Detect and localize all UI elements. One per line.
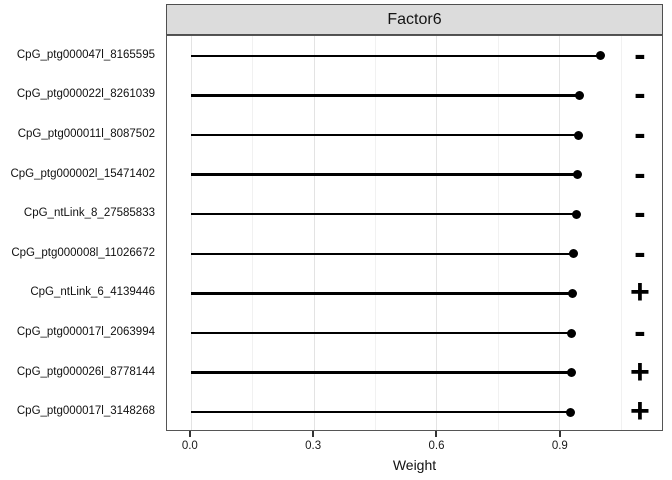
lollipop-stem	[190, 173, 578, 176]
y-axis-label: CpG_ptg000026l_8778144	[16, 365, 155, 378]
y-axis-label: CpG_ptg000017l_3148268	[16, 405, 155, 418]
major-gridline	[559, 36, 561, 430]
y-axis-label: CpG_ptg000017l_2063994	[16, 326, 155, 338]
x-tick-label: 0.9	[551, 440, 568, 452]
x-tick-mark	[435, 431, 438, 437]
lollipop-stem	[190, 371, 572, 374]
sign-label: -	[634, 233, 646, 272]
facet-strip: Factor6	[166, 4, 663, 35]
sign-label: -	[634, 194, 646, 233]
lollipop-dot	[575, 90, 585, 100]
x-axis: 0.0 0.3 0.6 0.9	[166, 431, 663, 461]
x-tick-mark	[312, 431, 315, 437]
major-gridline	[190, 36, 192, 430]
lollipop-stem	[190, 252, 574, 256]
plot-panel: - - - - - - + - + +	[166, 35, 663, 431]
major-gridline	[436, 36, 438, 430]
lollipop-stem	[190, 94, 580, 97]
sign-label: +	[629, 352, 650, 391]
sign-label: +	[629, 392, 650, 431]
sign-label: -	[634, 75, 646, 114]
lollipop-stem	[190, 292, 573, 295]
lollipop-dot	[567, 328, 577, 338]
facet-title: Factor6	[387, 10, 442, 28]
y-axis-label: CpG_ptg000008l_11026672	[11, 246, 155, 259]
x-tick-mark	[188, 431, 191, 437]
y-axis-label: CpG_ptg000022l_8261039	[16, 88, 155, 101]
minor-gridline	[252, 36, 254, 430]
y-axis-label: CpG_ntLink_6_4139446	[30, 286, 155, 299]
lollipop-dot	[567, 288, 577, 298]
y-axis-label: CpG_ptg000002l_15471402	[10, 167, 155, 180]
sign-label: -	[634, 313, 646, 351]
sign-label: -	[634, 154, 646, 193]
x-tick-label: 0.0	[181, 440, 198, 452]
major-gridline	[313, 36, 315, 430]
minor-gridline	[374, 36, 376, 430]
x-tick-label: 0.6	[428, 440, 445, 452]
x-axis-title: Weight	[392, 457, 437, 473]
y-axis-label: CpG_ptg000047l_8165595	[16, 48, 155, 61]
sign-label: +	[629, 273, 650, 312]
lollipop-stem	[190, 410, 571, 414]
lollipop-dot	[595, 51, 605, 61]
lollipop-dot	[572, 170, 582, 180]
y-axis-label: CpG_ptg000011l_8087502	[17, 128, 155, 140]
minor-gridline	[497, 36, 499, 430]
lollipop-dot	[566, 407, 576, 417]
lollipop-dot	[569, 249, 579, 259]
lollipop-dot	[572, 209, 582, 219]
x-tick-label: 0.3	[305, 440, 322, 452]
lollipop-dot	[573, 130, 583, 140]
lollipop-dot	[566, 368, 576, 378]
sign-label: -	[634, 115, 646, 153]
lollipop-stem	[190, 54, 601, 58]
y-axis-label: CpG_ntLink_8_27585833	[23, 207, 155, 220]
lollipop-stem	[190, 133, 579, 137]
sign-label: -	[634, 35, 646, 74]
minor-gridline	[620, 36, 622, 430]
x-tick-mark	[558, 431, 561, 437]
lollipop-stem	[190, 212, 577, 216]
lollipop-stem	[190, 331, 572, 335]
